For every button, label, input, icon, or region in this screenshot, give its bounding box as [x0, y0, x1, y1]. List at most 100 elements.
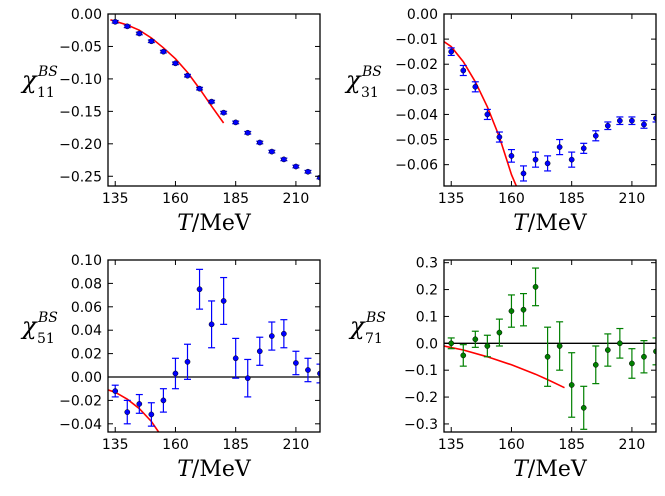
marker	[544, 353, 551, 360]
y-axis-superscript: BS	[37, 310, 58, 326]
axes-frame	[107, 13, 321, 187]
data-point	[184, 343, 191, 380]
marker	[508, 153, 515, 159]
data-point	[280, 156, 288, 163]
y-tick-label: −0.3	[404, 417, 438, 433]
x-axis-label-unit: /MeV	[192, 211, 252, 236]
data-point	[111, 384, 119, 398]
x-axis-label-var: T	[177, 457, 194, 482]
data-point	[220, 109, 228, 116]
marker	[580, 404, 587, 411]
marker	[448, 48, 455, 55]
marker	[244, 375, 251, 382]
data-point	[147, 38, 155, 45]
marker	[172, 60, 179, 67]
data-point	[256, 336, 264, 366]
data-point	[268, 148, 276, 155]
data-point	[208, 98, 216, 105]
x-tick-label: 185	[222, 191, 249, 207]
marker	[472, 336, 479, 343]
y-tick-label: 0.3	[416, 256, 438, 272]
marker	[256, 348, 263, 355]
marker	[641, 121, 647, 128]
data-point	[171, 60, 179, 67]
y-tick-label: 0.02	[71, 347, 102, 363]
data-point	[580, 385, 588, 430]
marker	[592, 361, 599, 368]
marker	[305, 168, 311, 175]
data-point	[520, 292, 527, 327]
marker	[244, 129, 251, 136]
data-point	[196, 85, 204, 92]
marker	[305, 367, 311, 373]
marker	[281, 330, 287, 337]
y-axis-symbol: χ	[344, 66, 362, 94]
data-point	[507, 148, 515, 163]
marker	[520, 170, 527, 177]
theory-curve	[110, 19, 225, 124]
marker	[472, 83, 479, 90]
data-point	[495, 318, 503, 347]
data-point	[268, 321, 276, 351]
data-point	[532, 151, 540, 168]
marker	[484, 111, 491, 118]
data-point	[304, 357, 312, 383]
marker	[232, 355, 239, 362]
marker	[172, 370, 179, 377]
y-axis-symbol: χ	[348, 312, 366, 340]
data-point	[568, 352, 576, 418]
marker	[136, 30, 143, 37]
y-tick-label: −0.2	[404, 390, 438, 406]
y-tick-label: −0.05	[395, 133, 438, 149]
marker	[232, 119, 239, 126]
data-point	[532, 267, 540, 307]
marker	[196, 85, 203, 92]
y-tick-label: 0.1	[416, 309, 438, 325]
x-tick-label: 135	[438, 437, 465, 453]
y-axis-label: χ BS 51	[20, 310, 58, 347]
y-axis-superscript: BS	[37, 64, 58, 80]
axes-frame	[443, 13, 657, 187]
data-point	[483, 334, 491, 358]
x-tick-label: 210	[283, 191, 310, 207]
data-point	[640, 120, 648, 129]
panel-chi71: 135 160 185 210 0.3 0.2 0.1 0.0 −0.1 −0.2 −0.3 T/Me…	[348, 256, 657, 482]
y-tick-label: −0.25	[59, 169, 102, 185]
y-tick-label: −0.10	[59, 72, 102, 88]
marker	[196, 286, 203, 293]
marker	[484, 343, 491, 349]
x-axis-label: T/MeV	[513, 211, 588, 236]
y-tick-label: 0.10	[71, 253, 102, 269]
marker	[544, 160, 551, 167]
marker	[629, 360, 635, 367]
y-axis-subscript: 71	[365, 331, 383, 347]
y-tick-label: −0.01	[395, 32, 438, 48]
x-tick-label: 135	[438, 191, 465, 207]
marker	[208, 98, 215, 105]
data-point	[256, 139, 264, 146]
data-point	[628, 116, 636, 126]
x-axis-label-unit: /MeV	[192, 457, 252, 482]
y-tick-label: 0.08	[71, 276, 102, 292]
marker	[293, 163, 299, 170]
marker	[268, 333, 275, 339]
y-axis-subscript: 31	[361, 85, 379, 101]
data-point	[171, 357, 179, 390]
marker	[532, 156, 539, 163]
data-point	[220, 276, 228, 325]
x-tick-label: 160	[498, 437, 525, 453]
plot-area	[110, 18, 320, 181]
y-tick-label: 0.00	[71, 7, 102, 23]
y-tick-label: 0.00	[407, 7, 438, 23]
data-point	[507, 294, 515, 328]
x-tick-label: 210	[619, 437, 646, 453]
marker	[293, 360, 299, 366]
x-axis-label-unit: /MeV	[528, 211, 588, 236]
data-point	[123, 23, 131, 30]
marker	[220, 298, 227, 304]
y-tick-label: 0.00	[71, 370, 102, 386]
data-point	[232, 119, 240, 126]
data-point	[628, 348, 636, 379]
data-point	[640, 340, 648, 374]
marker	[148, 38, 155, 45]
